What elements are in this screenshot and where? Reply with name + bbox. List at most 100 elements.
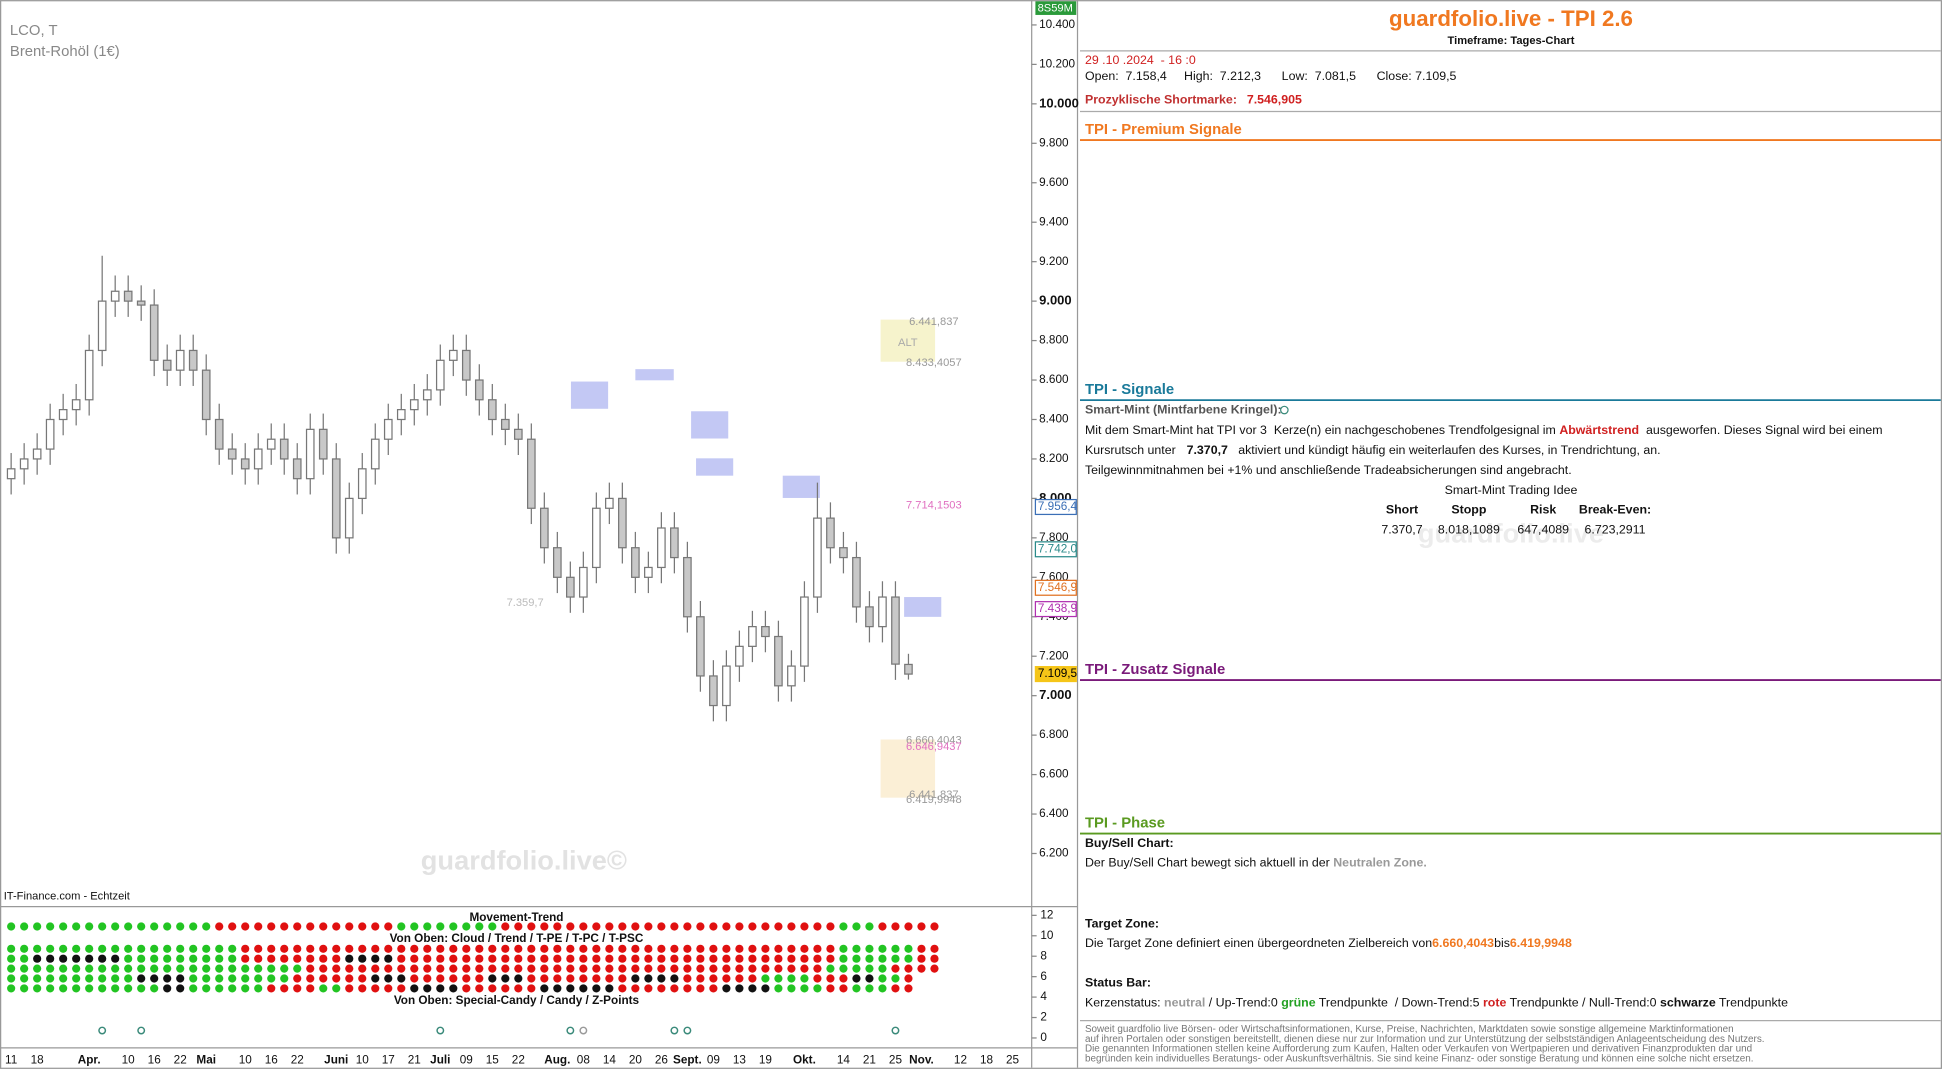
trend-dot [930,954,939,963]
idea-value: 6.723,2911 [1585,522,1646,536]
candle-body [696,616,705,677]
candle-body [136,300,146,306]
trend-dot [397,984,406,993]
indicator-tick-label: 10 [1040,929,1054,942]
trend-dot [683,944,692,953]
trend-dot [254,954,263,963]
candle-body [71,399,81,411]
trend-dot [878,954,887,963]
y-tick-label: 6.800 [1039,728,1069,741]
trend-dot [345,922,354,931]
shortmark-label: Prozyklische Shortmarke: [1085,93,1237,107]
trend-dot [644,974,653,983]
trend-dot [85,922,94,931]
trend-dot [670,984,679,993]
trend-dot [709,964,718,973]
trend-dot [293,944,302,953]
trend-dot [644,944,653,953]
trend-dot [33,984,42,993]
trend-dot [423,964,432,973]
trend-dot [618,944,627,953]
trend-dot [202,974,211,983]
trend-dot [592,944,601,953]
trend-dot [852,922,861,931]
text: aktiviert und kündigt häufig ein weiterl… [1228,443,1661,457]
trend-dot [85,954,94,963]
trend-dot [709,954,718,963]
trend-dot [839,984,848,993]
x-tick-label: 16 [265,1053,279,1066]
trend-dot [618,922,627,931]
candle-body [474,379,484,401]
text: Die Target Zone definiert einen übergeor… [1085,936,1432,950]
trend-dot [150,954,159,963]
trend-dot [566,964,575,973]
trend-dot [904,974,913,983]
trend-dot [124,944,133,953]
trend-dot [319,954,328,963]
trend-dot [566,922,575,931]
trend-dot [215,922,224,931]
trend-dot [124,954,133,963]
idea-header: Stopp [1451,503,1486,517]
trend-dot [657,974,666,983]
trend-dot [683,984,692,993]
trend-dot [501,944,510,953]
candle-body [19,458,29,470]
trend-dot [579,954,588,963]
trend-dot [358,944,367,953]
text: rote [1483,996,1506,1010]
candle-body [774,635,783,687]
trend-dot [384,944,393,953]
candle-body [891,596,900,665]
trend-dot [20,974,29,983]
candle-body [487,399,497,421]
trend-dot [150,922,159,931]
trend-dot [163,922,172,931]
trend-dot [475,974,484,983]
trend-dot [7,964,16,973]
trend-dot [59,922,68,931]
trend-dot [202,964,211,973]
trend-dot [7,944,16,953]
trend-dot [384,964,393,973]
trend-dot [761,944,770,953]
trend-dot [826,974,835,983]
trend-dot [423,944,432,953]
trend-dot [683,954,692,963]
trend-dot [137,944,146,953]
trend-dot [436,944,445,953]
candle-body [878,596,887,628]
trend-dot [865,922,874,931]
trend-dot [46,974,55,983]
y-tick-label: 6.600 [1039,768,1069,781]
x-tick-label: 09 [460,1053,473,1066]
trend-dot [501,954,510,963]
text: 7.370,7 [1187,443,1228,457]
trend-dot [787,974,796,983]
x-tick-label: 25 [1006,1053,1020,1066]
trend-dot [813,974,822,983]
indicator-title: Von Oben: Special-Candy / Candy / Z-Poin… [394,994,640,1007]
trend-dot [891,954,900,963]
trend-dot [20,954,29,963]
trend-dot [72,964,81,973]
trend-dot [657,964,666,973]
candle-body [539,507,549,549]
trend-dot [20,984,29,993]
trend-dot [176,922,185,931]
candle-body [631,547,640,578]
trend-dot [332,922,341,931]
trend-dot [826,944,835,953]
trend-dot [878,944,887,953]
trend-dot [163,974,172,983]
trend-dot [306,984,315,993]
timeframe: Timeframe: Tages-Chart [1448,35,1575,47]
trend-dot [72,974,81,983]
trend-dot [189,974,198,983]
trend-dot [111,922,120,931]
trend-dot [254,964,263,973]
trend-dot [176,964,185,973]
trend-dot [904,954,913,963]
candle-body [162,359,172,371]
